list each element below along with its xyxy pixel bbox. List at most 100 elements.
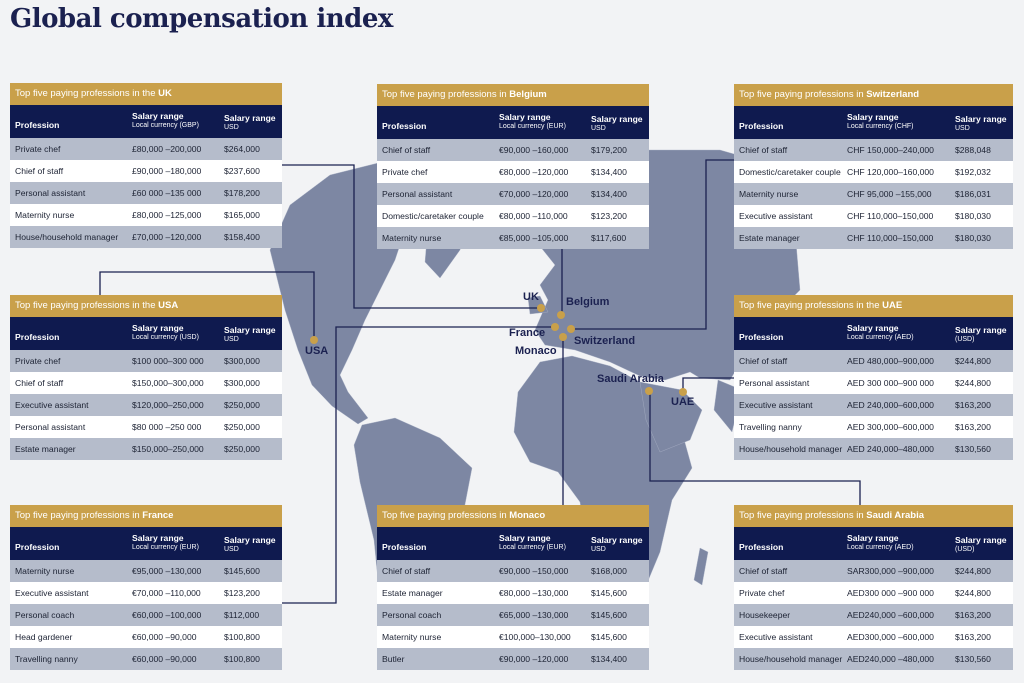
usd-salary-cell: $123,200 [591, 211, 627, 221]
table-row: Maternity nurse €95,000 –130,000 $145,60… [10, 560, 282, 582]
profession-cell: Chief of staff [739, 356, 788, 366]
table-title-prefix: Top five paying professions in the [739, 300, 883, 311]
col-usd-salary-sub: USD [224, 124, 239, 131]
saudi-connector [649, 391, 861, 505]
profession-cell: Head gardener [15, 632, 73, 642]
col-usd-salary-sub: (USD) [955, 546, 975, 553]
col-local-salary-label: Salary range [847, 323, 899, 333]
table-row: Maternity nurse €85,000 –105,000 $117,60… [377, 227, 649, 249]
local-salary-cell: AED 300 000–900 000 [847, 378, 934, 388]
col-usd-salary-label: Salary range [224, 535, 276, 545]
local-salary-cell: CHF 110,000–150,000 [847, 233, 934, 243]
col-local-salary-sub: Local currency (EUR) [499, 123, 566, 130]
profession-cell: Domestic/caretaker couple [739, 167, 841, 177]
profession-cell: Personal assistant [15, 422, 86, 432]
usd-salary-cell: $244,800 [955, 356, 991, 366]
col-profession: Profession [15, 332, 60, 342]
salary-table-france: Top five paying professions in France Pr… [10, 505, 282, 670]
col-usd-salary-label: Salary range [591, 114, 643, 124]
table-body: Private chef £80,000 –200,000 $264,000 C… [10, 138, 282, 248]
switzerland-connector [571, 159, 734, 330]
salary-table-switzerland: Top five paying professions in Switzerla… [734, 84, 1013, 249]
table-row: Maternity nurse £80,000 –125,000 $165,00… [10, 204, 282, 226]
table-row: Estate manager $150,000–250,000 $250,000 [10, 438, 282, 460]
col-profession: Profession [739, 332, 784, 342]
profession-cell: Maternity nurse [382, 632, 442, 642]
table-row: Travelling nanny €60,000 –90,000 $100,80… [10, 648, 282, 670]
table-row: Private chef €80,000 –120,000 $134,400 [377, 161, 649, 183]
profession-cell: Chief of staff [739, 145, 788, 155]
salary-table-usa: Top five paying professions in the USA P… [10, 295, 282, 460]
col-profession: Profession [382, 121, 427, 131]
table-row: Chief of staff CHF 150,000–240,000 $288,… [734, 139, 1013, 161]
salary-table-uae: Top five paying professions in the UAE P… [734, 295, 1013, 460]
table-row: Maternity nurse CHF 95,000 –155,000 $186… [734, 183, 1013, 205]
local-salary-cell: AED 480,000–900,000 [847, 356, 934, 366]
table-row: Executive assistant €70,000 –110,000 $12… [10, 582, 282, 604]
table-header: Profession Salary range Local currency (E… [10, 527, 282, 560]
salary-table-saudi-arabia: Top five paying professions in Saudi Ara… [734, 505, 1013, 670]
col-local-salary: Salary range Local currency (USD) [132, 323, 199, 341]
col-local-salary-label: Salary range [847, 112, 899, 122]
table-row: House/household manager AED240,000 –480,… [734, 648, 1013, 670]
col-local-salary-label: Salary range [499, 112, 551, 122]
profession-cell: Estate manager [15, 444, 76, 454]
col-local-salary-label: Salary range [132, 323, 184, 333]
profession-cell: Private chef [382, 167, 428, 177]
usd-salary-cell: $178,200 [224, 188, 260, 198]
profession-cell: Estate manager [382, 588, 443, 598]
col-local-salary-label: Salary range [847, 533, 899, 543]
col-usd-salary: Salary range (USD) [955, 325, 1007, 343]
table-header: Profession Salary range Local currency (A… [734, 317, 1013, 350]
local-salary-cell: €65,000 –130,000 [499, 610, 569, 620]
table-row: Executive assistant AED 240,000–600,000 … [734, 394, 1013, 416]
table-title-country: USA [158, 300, 179, 311]
local-salary-cell: €100,000–130,000 [499, 632, 571, 642]
table-title: Top five paying professions in France [10, 505, 282, 527]
salary-table-uk: Top five paying professions in the UK Pr… [10, 83, 282, 248]
usd-salary-cell: $163,200 [955, 400, 991, 410]
col-local-salary: Salary range Local currency (EUR) [499, 533, 566, 551]
usd-salary-cell: $179,200 [591, 145, 627, 155]
local-salary-cell: €70,000 –110,000 [132, 588, 201, 598]
col-profession: Profession [382, 542, 427, 552]
profession-cell: Executive assistant [739, 632, 813, 642]
col-usd-salary-label: Salary range [955, 325, 1007, 335]
col-profession: Profession [15, 120, 60, 130]
table-title: Top five paying professions in Monaco [377, 505, 649, 527]
usd-salary-cell: $134,400 [591, 654, 627, 664]
col-local-salary: Salary range Local currency (CHF) [847, 112, 914, 130]
usd-salary-cell: $100,800 [224, 632, 260, 642]
table-row: Personal coach €60,000 –100,000 $112,000 [10, 604, 282, 626]
col-local-salary: Salary range Local currency (GBP) [132, 111, 199, 129]
col-local-salary-sub: Local currency (EUR) [132, 544, 199, 551]
usd-salary-cell: $145,600 [591, 632, 627, 642]
table-body: Chief of staff AED 480,000–900,000 $244,… [734, 350, 1013, 460]
local-salary-cell: £70,000 –120,000 [132, 232, 202, 242]
usd-salary-cell: $300,000 [224, 356, 260, 366]
local-salary-cell: AED 300,000–600,000 [847, 422, 934, 432]
col-local-salary-label: Salary range [132, 533, 184, 543]
table-title-country: Monaco [509, 510, 546, 521]
usd-salary-cell: $123,200 [224, 588, 260, 598]
belgium-marker [557, 311, 565, 319]
col-local-salary: Salary range Local currency (AED) [847, 533, 914, 551]
uk-connector [282, 164, 541, 309]
col-local-salary: Salary range Local currency (EUR) [499, 112, 566, 130]
col-usd-salary: Salary range USD [224, 325, 276, 343]
usd-salary-cell: $180,030 [955, 233, 991, 243]
table-body: Chief of staff SAR300,000 –900,000 $244,… [734, 560, 1013, 670]
table-title-country: Switzerland [866, 89, 920, 100]
col-usd-salary-sub: (USD) [955, 336, 975, 343]
profession-cell: Domestic/caretaker couple [382, 211, 484, 221]
map-label-monaco: Monaco [515, 345, 557, 357]
local-salary-cell: CHF 95,000 –155,000 [847, 189, 932, 199]
col-usd-salary-label: Salary range [591, 535, 643, 545]
col-local-salary-sub: Local currency (USD) [132, 334, 199, 341]
table-row: Personal coach €65,000 –130,000 $145,600 [377, 604, 649, 626]
table-row: Personal assistant £60 000 –135 000 $178… [10, 182, 282, 204]
table-body: Chief of staff €90,000 –160,000 $179,200… [377, 139, 649, 249]
col-usd-salary: Salary range (USD) [955, 535, 1007, 553]
local-salary-cell: AED300 000 –900 000 [847, 588, 934, 598]
usd-salary-cell: $165,000 [224, 210, 260, 220]
